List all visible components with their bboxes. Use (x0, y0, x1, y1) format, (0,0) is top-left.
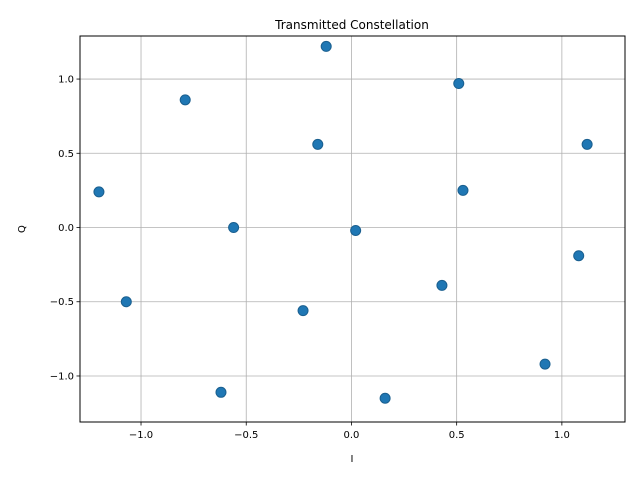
constellation-point (350, 224, 362, 236)
constellation-point (539, 358, 551, 370)
constellation-point (93, 186, 105, 198)
plot-frame (79, 35, 626, 423)
ticks: −1.0 −0.5 0.0 0.5 1.0 −1.0 −0.5 0.0 0.5 1.0 (50, 75, 570, 441)
x-tick-label: −1.0 (129, 430, 153, 441)
constellation-point (297, 305, 309, 317)
x-tick-label: −0.5 (234, 430, 258, 441)
constellation-point (320, 40, 332, 52)
x-axis-label: I (351, 454, 354, 465)
y-tick-label: −0.5 (50, 297, 74, 308)
y-axis-label: Q (17, 225, 28, 233)
y-tick-label: 1.0 (58, 75, 74, 86)
data-points (93, 40, 593, 404)
constellation-point (228, 222, 240, 234)
y-tick-label: 0.0 (58, 223, 74, 234)
constellation-point (581, 138, 593, 150)
constellation-point (120, 296, 132, 308)
constellation-point (379, 392, 391, 404)
constellation-point (312, 138, 324, 150)
constellation-point (453, 78, 465, 90)
grid (80, 36, 625, 422)
y-tick-label: 0.5 (58, 149, 74, 160)
constellation-point (436, 279, 448, 291)
constellation-point (457, 184, 469, 196)
constellation-point (573, 250, 585, 262)
x-tick-label: 1.0 (554, 430, 570, 441)
y-tick-label: −1.0 (50, 371, 74, 382)
constellation-point (179, 94, 191, 106)
x-tick-label: 0.5 (449, 430, 465, 441)
chart-title: Transmitted Constellation (274, 18, 429, 32)
x-tick-label: 0.0 (343, 430, 359, 441)
constellation-point (215, 386, 227, 398)
